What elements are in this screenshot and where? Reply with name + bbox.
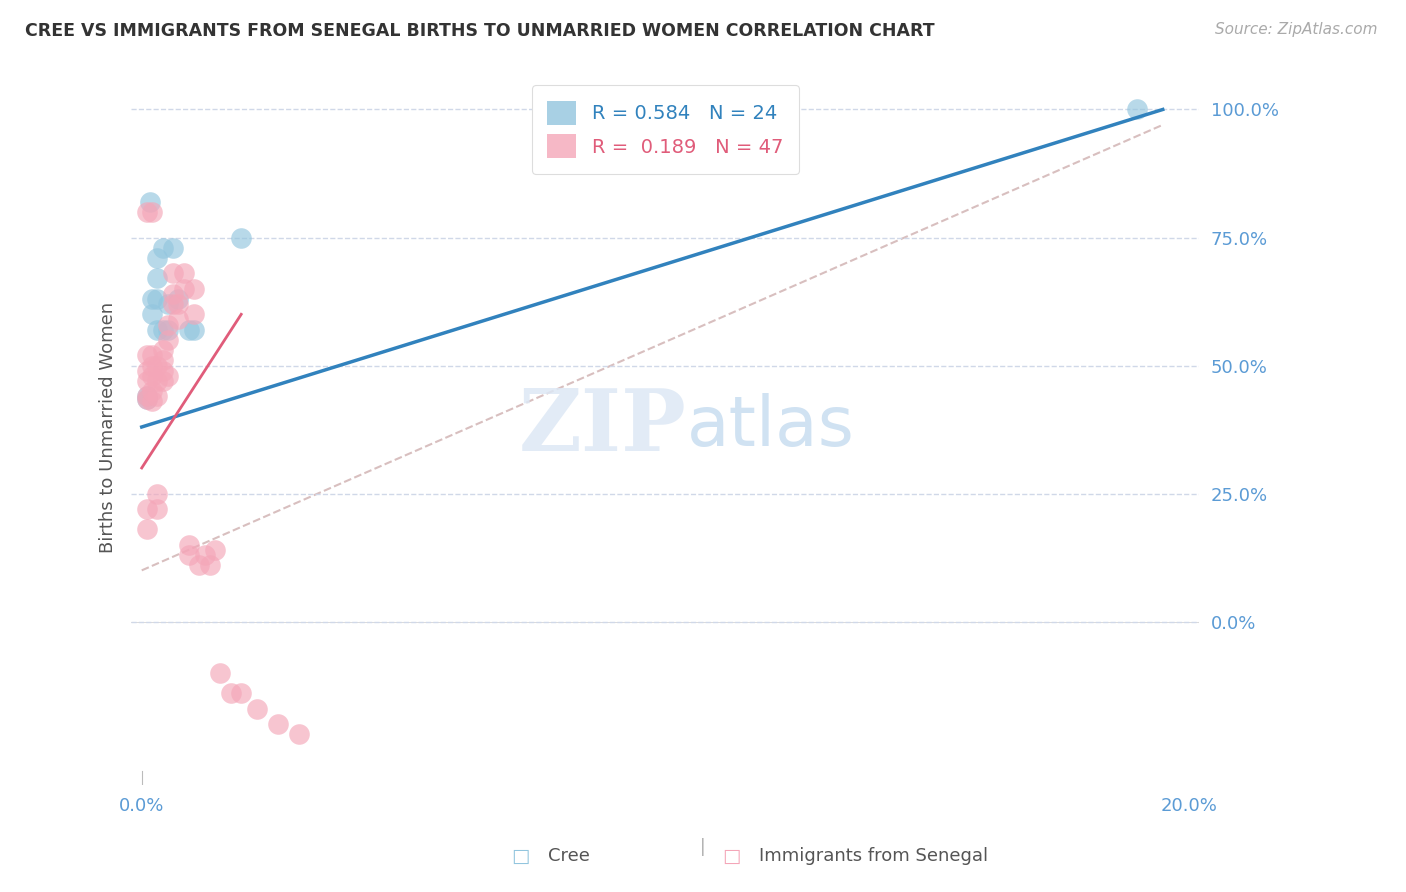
Point: [146, 271, 169, 285]
Point: [141, 307, 163, 321]
Point: [183, 282, 205, 296]
Point: [177, 538, 200, 552]
Point: [141, 292, 163, 306]
Point: [141, 205, 163, 219]
Text: ZIP: ZIP: [519, 385, 686, 469]
Point: [167, 297, 190, 311]
Point: [136, 392, 159, 406]
Point: [156, 297, 179, 311]
Point: [162, 266, 184, 280]
Point: [267, 717, 290, 731]
Point: [288, 727, 311, 741]
Point: [156, 318, 179, 332]
Text: □: □: [721, 847, 741, 866]
Point: [209, 665, 232, 680]
Text: atlas: atlas: [686, 393, 855, 460]
Point: [198, 558, 221, 573]
Point: [167, 292, 190, 306]
Point: [162, 286, 184, 301]
Point: [177, 548, 200, 562]
Point: [146, 323, 169, 337]
Point: [152, 343, 174, 358]
Point: [152, 353, 174, 368]
Point: [1125, 103, 1147, 117]
Point: [146, 389, 169, 403]
Text: □: □: [510, 847, 530, 866]
Text: |: |: [700, 838, 706, 856]
Point: [219, 686, 242, 700]
Point: [146, 359, 169, 373]
Point: [136, 389, 159, 403]
Point: [136, 523, 159, 537]
Point: [146, 486, 169, 500]
Point: [188, 558, 211, 573]
Point: [136, 374, 159, 388]
Point: [141, 359, 163, 373]
Point: [136, 392, 159, 406]
Point: [136, 389, 159, 403]
Point: [141, 384, 163, 398]
Point: [162, 241, 184, 255]
Point: [152, 323, 174, 337]
Point: [136, 205, 159, 219]
Point: [231, 230, 253, 244]
Point: [173, 266, 195, 280]
Text: Source: ZipAtlas.com: Source: ZipAtlas.com: [1215, 22, 1378, 37]
Point: [231, 686, 253, 700]
Text: Cree: Cree: [548, 847, 591, 865]
Point: [136, 364, 159, 378]
Point: [141, 368, 163, 383]
Point: [173, 282, 195, 296]
Legend: R = 0.584   N = 24, R =  0.189   N = 47: R = 0.584 N = 24, R = 0.189 N = 47: [531, 86, 799, 174]
Point: [193, 548, 215, 562]
Point: [156, 368, 179, 383]
Point: [183, 307, 205, 321]
Point: [146, 374, 169, 388]
Point: [156, 333, 179, 347]
Text: Immigrants from Senegal: Immigrants from Senegal: [759, 847, 988, 865]
Point: [152, 241, 174, 255]
Point: [177, 323, 200, 337]
Point: [146, 502, 169, 516]
Point: [136, 502, 159, 516]
Point: [167, 312, 190, 326]
Point: [156, 323, 179, 337]
Point: [141, 394, 163, 409]
Point: [204, 542, 226, 557]
Point: [138, 194, 160, 209]
Point: [146, 292, 169, 306]
Point: [136, 348, 159, 362]
Point: [146, 251, 169, 265]
Text: CREE VS IMMIGRANTS FROM SENEGAL BIRTHS TO UNMARRIED WOMEN CORRELATION CHART: CREE VS IMMIGRANTS FROM SENEGAL BIRTHS T…: [25, 22, 935, 40]
Point: [183, 323, 205, 337]
Point: [152, 364, 174, 378]
Point: [152, 374, 174, 388]
Point: [141, 348, 163, 362]
Point: [246, 701, 269, 715]
Point: [162, 297, 184, 311]
Y-axis label: Births to Unmarried Women: Births to Unmarried Women: [100, 301, 117, 552]
